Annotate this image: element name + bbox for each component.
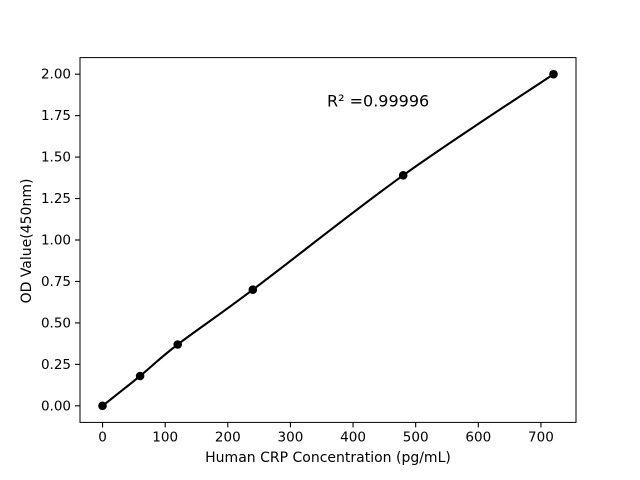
x-axis-title: Human CRP Concentration (pg/mL) xyxy=(205,450,451,466)
x-tick-label: 700 xyxy=(528,429,554,445)
data-point-marker xyxy=(135,371,145,381)
x-tick-label: 0 xyxy=(98,429,107,445)
data-point-marker xyxy=(248,285,258,295)
y-tick-label: 0.50 xyxy=(41,315,71,331)
y-tick-label: 1.25 xyxy=(41,191,71,207)
data-point-marker xyxy=(398,171,408,180)
y-tick-label: 1.50 xyxy=(41,150,71,166)
x-tick-label: 200 xyxy=(215,429,241,445)
y-tick-label: 1.00 xyxy=(41,233,71,249)
axes-spines xyxy=(79,57,577,423)
x-tick-label: 500 xyxy=(403,429,429,445)
x-tick-label: 300 xyxy=(278,429,304,445)
curve-line xyxy=(101,73,555,407)
r-squared-annotation: R² =0.99996 xyxy=(327,91,430,111)
x-tick-label: 100 xyxy=(152,429,178,445)
y-axis-title: OD Value(450nm) xyxy=(19,178,35,304)
x-tick-label: 600 xyxy=(465,429,491,445)
y-tick-label: 0.00 xyxy=(41,398,71,414)
y-tick-label: 2.00 xyxy=(41,67,71,83)
y-tick-label: 1.75 xyxy=(41,108,71,124)
data-point-marker xyxy=(98,401,107,411)
x-tick-label: 400 xyxy=(340,429,366,445)
y-tick-label: 0.25 xyxy=(41,357,71,373)
data-point-marker xyxy=(549,69,558,79)
data-point-marker xyxy=(173,340,182,349)
y-tick-label: 0.75 xyxy=(41,274,71,290)
